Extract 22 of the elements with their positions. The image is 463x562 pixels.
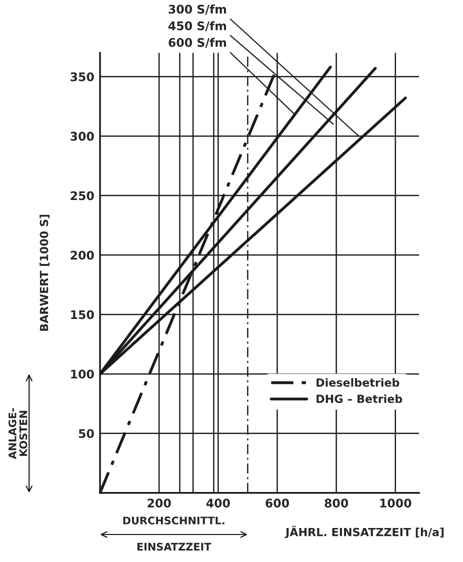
y-tick-label: 200 <box>70 250 94 260</box>
y-tick-label: 250 <box>70 191 94 200</box>
annotation: 300 S/fm <box>168 4 226 15</box>
x-tick-label: 200 <box>148 498 171 508</box>
y-axis-title: BARWERT [1000 S] <box>40 214 50 331</box>
annotation: 450 S/fm <box>168 21 226 32</box>
x-tick-label: 800 <box>324 498 348 508</box>
text: DURCHSCHNITTL. <box>123 516 224 524</box>
y-tick-label: 300 <box>70 132 94 141</box>
y-tick-label: 350 <box>70 72 94 82</box>
y-tick-label: 50 <box>78 429 94 438</box>
text: ANLAGE- KOSTEN <box>8 408 28 460</box>
text: EINSATZZEIT <box>137 542 212 551</box>
x-tick-label: 600 <box>266 498 289 508</box>
x-tick-label: 400 <box>206 498 230 508</box>
legend-label: DHG – Betrieb <box>316 394 402 404</box>
annotation: 600 S/fm <box>168 38 226 48</box>
y-tick-label: 150 <box>71 310 94 320</box>
y-tick-label: 100 <box>71 370 94 379</box>
legend-label: Dieselbetrieb <box>316 378 400 387</box>
x-axis-title: JÄHRL. EINSATZZEIT [h/a] <box>284 526 444 538</box>
x-tick-label: 1000 <box>380 498 412 508</box>
